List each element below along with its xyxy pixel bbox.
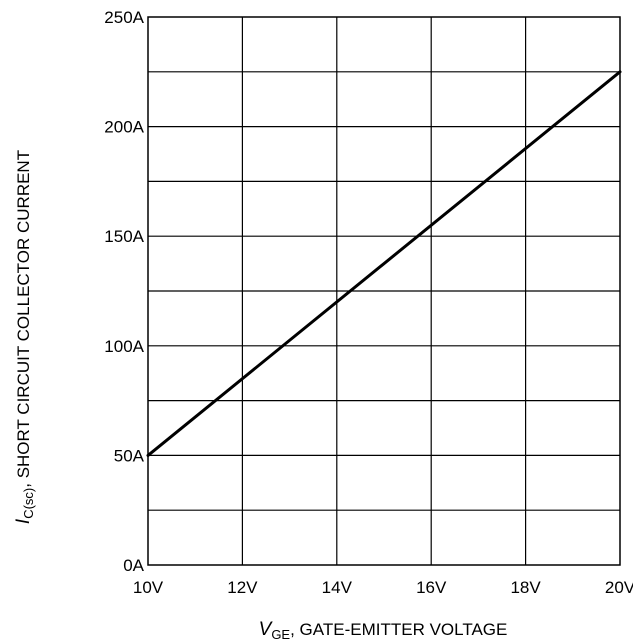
- y-tick-label: 250A: [104, 8, 144, 27]
- y-axis-subscript: C(sc): [21, 488, 36, 519]
- x-axis-title: VGE, GATE-EMITTER VOLTAGE: [259, 619, 508, 642]
- x-tick-label: 16V: [416, 578, 447, 597]
- y-tick-label: 50A: [114, 446, 145, 465]
- y-tick-label: 150A: [104, 227, 144, 246]
- x-axis-text: , GATE-EMITTER VOLTAGE: [290, 620, 507, 639]
- x-tick-label: 14V: [322, 578, 353, 597]
- x-axis-subscript: GE: [271, 627, 290, 642]
- y-tick-label: 0A: [123, 556, 144, 575]
- y-axis-symbol: I: [13, 518, 34, 524]
- y-tick-label: 200A: [104, 118, 144, 137]
- x-axis-symbol: V: [259, 619, 274, 640]
- x-tick-label: 12V: [227, 578, 258, 597]
- y-axis-text: , SHORT CIRCUIT COLLECTOR CURRENT: [14, 150, 33, 488]
- series-line-1: [146, 70, 622, 457]
- y-tick-label: 100A: [104, 337, 144, 356]
- x-tick-label: 20V: [605, 578, 633, 597]
- y-tick-labels: 0A 50A 100A 150A 200A 250A: [104, 8, 144, 575]
- x-tick-labels: 10V 12V 14V 16V 18V 20V: [133, 578, 633, 597]
- plot-frame: [147, 16, 621, 566]
- y-axis-title: IC(sc), SHORT CIRCUIT COLLECTOR CURRENT: [13, 150, 36, 524]
- grid: [148, 17, 620, 565]
- x-tick-label: 18V: [510, 578, 541, 597]
- series-layer: [146, 70, 622, 457]
- plot-border: [147, 16, 621, 566]
- x-tick-label: 10V: [133, 578, 164, 597]
